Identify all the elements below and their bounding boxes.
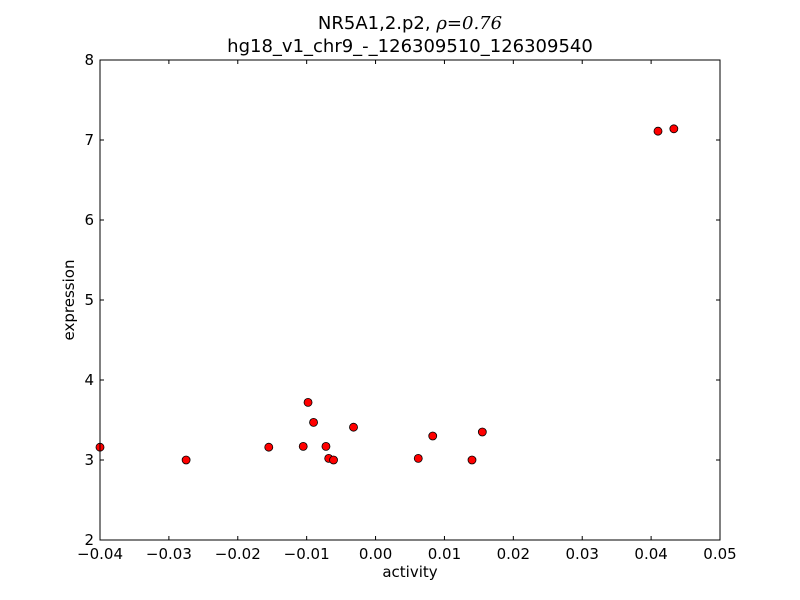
- chart-title-rho: ρ=0.76: [435, 13, 502, 34]
- data-point: [428, 431, 438, 441]
- data-point: [181, 455, 191, 465]
- y-tick-label: 6: [84, 211, 94, 229]
- x-axis-label: activity: [382, 563, 437, 581]
- y-tick-label: 5: [84, 291, 94, 309]
- y-tick-label: 3: [84, 451, 94, 469]
- y-tick-label: 2: [84, 531, 94, 549]
- y-axis-label: expression: [60, 260, 78, 341]
- x-tick-label: −0.04: [77, 545, 123, 563]
- ticks-layer: −0.04 −0.03 −0.02 −0.01 0.00 0.01 0.02 0.03 0.04…: [77, 51, 737, 563]
- data-point: [477, 427, 487, 437]
- x-tick-label: 0.05: [703, 545, 736, 563]
- y-tick-label: 4: [84, 371, 94, 389]
- x-tick-label: −0.03: [146, 545, 192, 563]
- chart-title-line1: NR5A1,2.p2, ρ=0.76: [318, 13, 502, 34]
- data-point: [349, 422, 358, 432]
- x-tick-label: 0.03: [566, 545, 599, 563]
- data-point: [669, 124, 679, 134]
- data-point: [413, 453, 423, 463]
- y-tick-label: 7: [84, 131, 94, 149]
- chart-title-line2: hg18_v1_chr9_-_126309510_126309540: [227, 36, 593, 57]
- chart-title-prefix: NR5A1,2.p2,: [318, 13, 436, 34]
- data-point: [298, 441, 308, 451]
- data-point: [303, 397, 313, 407]
- points-layer: [95, 124, 679, 465]
- x-tick-label: 0.04: [634, 545, 667, 563]
- x-tick-label: −0.01: [284, 545, 330, 563]
- data-point: [309, 417, 318, 427]
- plot-frame: [99, 59, 721, 541]
- plot-area: [100, 60, 720, 540]
- data-point: [321, 441, 331, 451]
- data-point: [264, 442, 274, 452]
- data-point: [653, 126, 663, 136]
- data-point: [329, 455, 338, 465]
- x-tick-label: −0.02: [215, 545, 261, 563]
- x-tick-label: 0.01: [428, 545, 461, 563]
- data-point: [467, 455, 477, 465]
- y-tick-label: 8: [84, 51, 94, 69]
- x-tick-label: 0.00: [359, 545, 392, 563]
- x-tick-label: 0.02: [497, 545, 530, 563]
